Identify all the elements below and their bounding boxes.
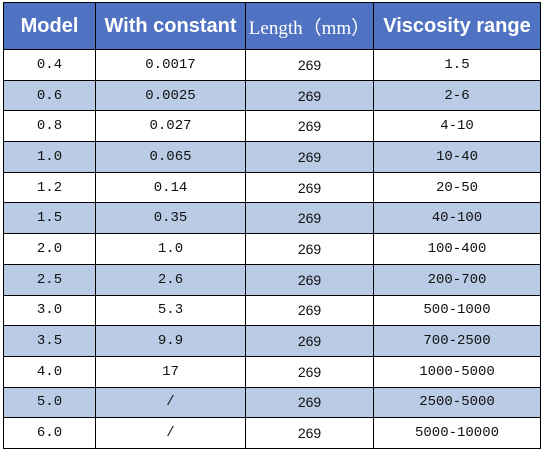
table-cell: 0.35	[95, 202, 246, 235]
table-cell: 500-1000	[373, 294, 541, 327]
table-cell: 269	[245, 110, 374, 143]
table-row: 5.0/269 2500-5000	[3, 386, 541, 419]
table-cell: 20-50	[373, 171, 541, 204]
spec-table: Model With constant Length（mm） Viscosity ra…	[3, 2, 541, 449]
table-cell: 2.6	[95, 263, 246, 296]
table-cell: 269	[245, 49, 374, 81]
header-cell: Viscosity range	[373, 2, 541, 50]
table-row: 0.8 0.027 269 4-10	[3, 110, 541, 143]
table-cell: 9.9	[95, 325, 246, 357]
table-cell: 269	[245, 355, 374, 388]
table-cell: 269	[245, 386, 374, 419]
table-cell: 1000-5000	[373, 355, 541, 388]
table-cell: /	[95, 386, 246, 419]
table-cell: 10-40	[373, 141, 541, 173]
table-cell: 4.0	[3, 355, 96, 388]
table-cell: 0.0025	[95, 79, 246, 112]
table-cell: 3.0	[3, 294, 96, 327]
table-cell: 0.6	[3, 79, 96, 112]
table-cell: 1.0	[95, 233, 246, 265]
table-cell: 1.0	[3, 141, 96, 173]
table-row: 3.5 9.9 269 700-2500	[3, 325, 541, 357]
table-cell: 1.2	[3, 171, 96, 204]
table-row: 4.0 17 269 1000-5000	[3, 355, 541, 388]
table-row: 0.4 0.0017 269 1.5	[3, 49, 541, 81]
table-cell: 269	[245, 233, 374, 265]
table-cell: 5.3	[95, 294, 246, 327]
table-cell: 5000-10000	[373, 417, 541, 449]
table-cell: 269	[245, 79, 374, 112]
table-cell: 200-700	[373, 263, 541, 296]
table-cell: 40-100	[373, 202, 541, 235]
header-cell: With constant	[95, 2, 246, 50]
table-row: 0.6 0.0025 269 2-6	[3, 79, 541, 112]
table-cell: 0.027	[95, 110, 246, 143]
table-cell: 269	[245, 294, 374, 327]
table-cell: 2.0	[3, 233, 96, 265]
table-cell: 0.065	[95, 141, 246, 173]
table-container: Model With constant Length（mm） Viscosity ra…	[3, 2, 541, 452]
table-cell: 2-6	[373, 79, 541, 112]
table-cell: 0.14	[95, 171, 246, 204]
table-row: 3.0 5.3 269 500-1000	[3, 294, 541, 327]
table-cell: 6.0	[3, 417, 96, 449]
table-cell: 2500-5000	[373, 386, 541, 419]
table-row: 2.0 1.0 269 100-400	[3, 233, 541, 265]
table-cell: 3.5	[3, 325, 96, 357]
table-row: 1.2 0.14 269 20-50	[3, 171, 541, 204]
table-cell: 269	[245, 263, 374, 296]
table-cell: 4-10	[373, 110, 541, 143]
header-row: Model With constant Length（mm） Viscosity ra…	[3, 2, 541, 50]
table-row: 1.0 0.065 269 10-40	[3, 141, 541, 173]
table-cell: 1.5	[373, 49, 541, 81]
table-row: 1.5 0.35 269 40-100	[3, 202, 541, 235]
table-cell: 5.0	[3, 386, 96, 419]
table-cell: 0.0017	[95, 49, 246, 81]
table-cell: 269	[245, 417, 374, 449]
table-cell: 269	[245, 171, 374, 204]
table-cell: 269	[245, 141, 374, 173]
table-cell: 269	[245, 325, 374, 357]
header-cell: Model	[3, 2, 96, 50]
table-cell: 0.8	[3, 110, 96, 143]
table-cell: 100-400	[373, 233, 541, 265]
table-body: 0.4 0.0017 269 1.5 0.6 0.0025 269 2-6 0.8 0.027 26…	[3, 49, 541, 449]
table-cell: /	[95, 417, 246, 449]
table-cell: 0.4	[3, 49, 96, 81]
table-cell: 700-2500	[373, 325, 541, 357]
table-row: 2.5 2.6 269 200-700	[3, 263, 541, 296]
table-cell: 17	[95, 355, 246, 388]
table-cell: 269	[245, 202, 374, 235]
table-row: 6.0/269 5000-10000	[3, 417, 541, 449]
table-cell: 2.5	[3, 263, 96, 296]
header-cell: Length（mm）	[245, 2, 374, 50]
table-cell: 1.5	[3, 202, 96, 235]
